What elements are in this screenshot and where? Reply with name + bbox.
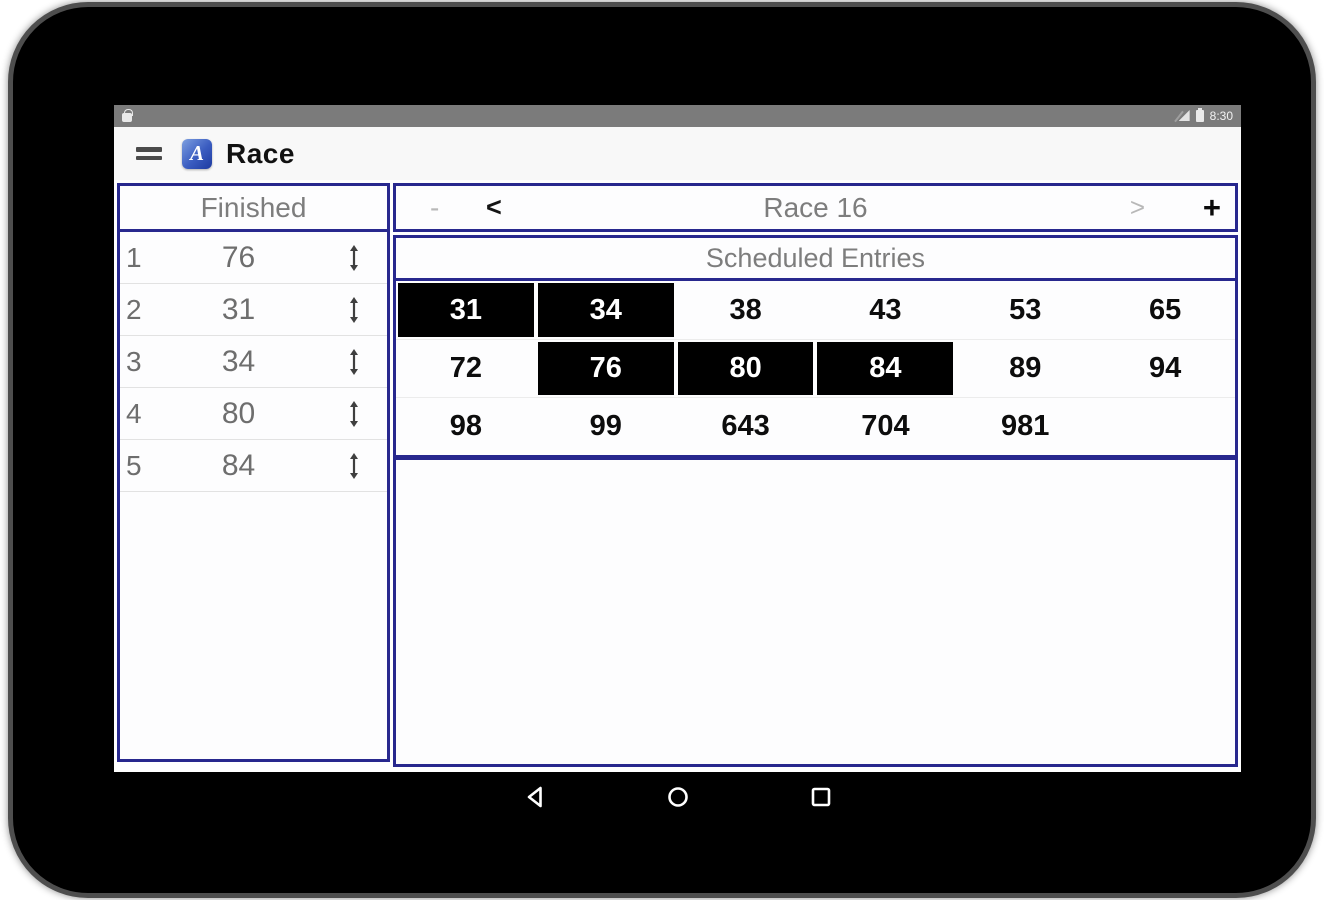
entry-number: 98 [449, 410, 483, 442]
row-position: 5 [126, 449, 142, 481]
back-button[interactable] [511, 773, 559, 821]
toolbar: A Race [114, 127, 1241, 180]
android-nav-bar [114, 772, 1241, 822]
scheduled-entries-panel: Scheduled Entries 31 34 38 43 53 65 72 76 80 84 89… [393, 235, 1238, 767]
row-position: 3 [126, 345, 142, 377]
reorder-handle[interactable] [321, 296, 387, 324]
next-race-button[interactable]: > [1129, 192, 1145, 222]
content-area: Finished 1 76 2 31 3 34 4 80 5 84 - < Race 16 > +… [114, 180, 1241, 772]
notification-icon [122, 109, 133, 122]
finished-row[interactable]: 3 34 [120, 336, 387, 388]
entry-number: 981 [1001, 410, 1050, 442]
status-bar: 8:30 [114, 105, 1241, 127]
entry-number: 38 [729, 293, 762, 326]
entry-number-selected: 80 [677, 342, 814, 395]
row-position: 2 [126, 293, 142, 325]
battery-icon [1195, 108, 1204, 122]
entry-number-selected: 34 [537, 283, 674, 337]
entry-number [1097, 400, 1233, 453]
entry-cell[interactable]: 80 [675, 339, 816, 397]
entry-number-selected: 31 [398, 283, 534, 337]
reorder-icon [350, 296, 358, 323]
finished-rows: 1 76 2 31 3 34 4 80 5 84 [120, 232, 387, 492]
entry-cell [1095, 397, 1235, 455]
entry-number: 99 [589, 410, 622, 442]
entry-cell[interactable]: 99 [535, 397, 676, 455]
entry-number-selected: 84 [817, 342, 954, 395]
entry-cell[interactable]: 89 [955, 339, 1096, 397]
entry-cell[interactable]: 53 [955, 281, 1095, 339]
finished-row[interactable]: 2 31 [120, 284, 387, 336]
row-position: 4 [126, 397, 142, 429]
entry-number: 94 [1148, 352, 1182, 384]
entry-number-selected: 76 [537, 342, 674, 395]
entry-cell[interactable]: 84 [815, 339, 956, 397]
finished-row[interactable]: 1 76 [120, 232, 387, 284]
entry-number: 53 [1009, 293, 1042, 326]
remove-race-button[interactable]: - [430, 191, 440, 223]
entry-cell[interactable]: 704 [815, 397, 956, 455]
reorder-icon [350, 348, 358, 375]
entry-number: 643 [721, 410, 770, 442]
grid-bottom-rule [396, 455, 1235, 460]
entry-cell[interactable]: 34 [536, 281, 676, 339]
page-title: Race [226, 137, 295, 169]
app-icon: A [182, 138, 212, 169]
row-position: 1 [126, 241, 142, 273]
entries-empty-area [396, 460, 1235, 764]
entry-cell[interactable]: 31 [396, 281, 536, 339]
entry-cell[interactable]: 76 [535, 339, 676, 397]
entry-number: 43 [869, 293, 902, 326]
reorder-icon [350, 452, 358, 479]
entry-cell[interactable]: 38 [676, 281, 816, 339]
reorder-handle[interactable] [321, 400, 387, 428]
home-button[interactable] [654, 773, 702, 821]
entry-number: 65 [1148, 293, 1182, 326]
entry-cell[interactable]: 72 [396, 339, 536, 397]
entries-grid: 31 34 38 43 53 65 72 76 80 84 89 94 98 99 643 704 981 [396, 281, 1235, 455]
entry-cell[interactable]: 981 [955, 397, 1096, 455]
race-panel: - < Race 16 > + Scheduled Entries 31 34 38… [393, 180, 1238, 772]
back-icon [527, 786, 542, 808]
finished-panel: Finished 1 76 2 31 3 34 4 80 5 84 [117, 183, 390, 762]
entry-cell[interactable]: 94 [1095, 339, 1235, 397]
race-nav: - < Race 16 > + [393, 183, 1238, 232]
row-number: 34 [221, 344, 256, 378]
entry-cell[interactable]: 43 [815, 281, 955, 339]
race-title: Race 16 [763, 191, 868, 223]
finished-header: Finished [120, 186, 387, 232]
entry-cell[interactable]: 643 [675, 397, 816, 455]
row-number: 84 [221, 448, 256, 482]
reorder-icon [350, 244, 358, 271]
recents-button[interactable] [797, 773, 845, 821]
recents-icon [811, 787, 830, 807]
add-race-button[interactable]: + [1202, 189, 1221, 225]
finished-row[interactable]: 5 84 [120, 440, 387, 492]
entry-number: 704 [861, 410, 910, 442]
entry-cell[interactable]: 98 [396, 397, 536, 455]
scheduled-entries-header: Scheduled Entries [396, 238, 1235, 281]
status-time: 8:30 [1209, 109, 1233, 123]
row-number: 80 [221, 396, 256, 430]
finished-row[interactable]: 4 80 [120, 388, 387, 440]
prev-race-button[interactable]: < [486, 192, 502, 222]
menu-icon[interactable] [136, 147, 162, 160]
screen: 8:30 A Race Finished 1 76 2 31 3 34 4 80 5 84 - < [114, 105, 1241, 822]
entry-number: 72 [449, 352, 483, 384]
reorder-handle[interactable] [321, 244, 387, 272]
row-number: 31 [221, 292, 256, 326]
entry-cell[interactable]: 65 [1095, 281, 1235, 339]
home-icon [667, 787, 688, 807]
tablet-frame: 8:30 A Race Finished 1 76 2 31 3 34 4 80 5 84 - < [8, 2, 1316, 898]
signal-icon [1173, 110, 1190, 123]
row-number: 76 [221, 240, 256, 274]
reorder-handle[interactable] [321, 452, 387, 480]
entry-number: 89 [1009, 352, 1042, 384]
reorder-handle[interactable] [321, 348, 387, 376]
reorder-icon [350, 400, 358, 427]
